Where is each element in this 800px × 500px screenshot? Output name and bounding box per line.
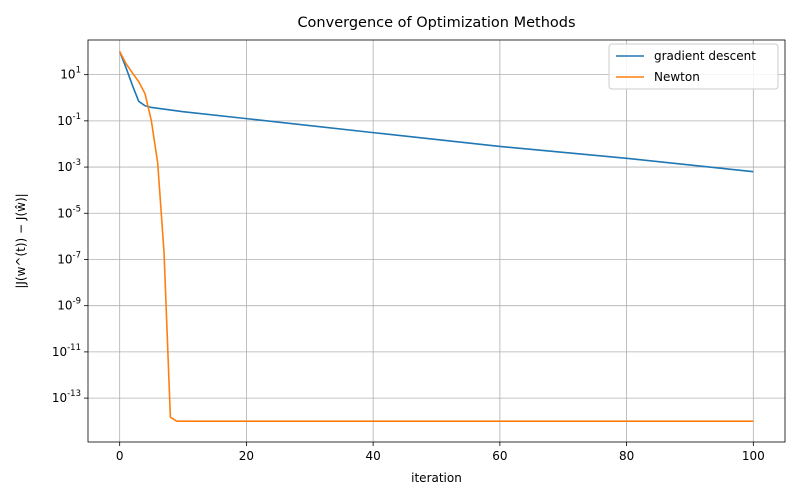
plot-frame (87, 39, 786, 443)
legend-label: gradient descent (654, 49, 756, 63)
x-tick-label: 60 (492, 449, 507, 463)
y-tick-label: 10-1 (57, 112, 81, 128)
x-tick-label: 0 (116, 449, 124, 463)
y-tick-label: 10-11 (52, 343, 81, 359)
legend-label: Newton (654, 70, 700, 84)
x-axis: 0 20 40 60 80 100 (116, 442, 765, 463)
y-tick-label: 10-9 (57, 297, 81, 313)
x-tick-label: 40 (365, 449, 380, 463)
y-tick-label: 10-3 (57, 158, 81, 174)
grid (88, 40, 785, 442)
legend: gradient descent Newton (608, 43, 779, 90)
y-tick-label: 10-13 (52, 389, 81, 405)
series-line-newton (118, 51, 754, 423)
x-axis-label: iteration (411, 471, 462, 485)
x-tick-label: 20 (239, 449, 254, 463)
x-tick-label: 80 (619, 449, 634, 463)
y-axis-label: |J(w^(t)) − J(ŵ)| (14, 193, 28, 288)
series-layer (118, 51, 754, 423)
x-tick-label: 100 (742, 449, 765, 463)
y-tick-label: 10-5 (57, 204, 81, 220)
y-axis: 101 10-1 10-3 10-5 10-7 10-9 10-11 10-13 (52, 66, 88, 405)
y-tick-label: 10-7 (57, 250, 81, 266)
y-tick-label: 101 (60, 66, 81, 82)
series-line-gradient-descent (118, 51, 754, 173)
legend-box (608, 43, 779, 90)
chart-title: Convergence of Optimization Methods (297, 15, 575, 31)
